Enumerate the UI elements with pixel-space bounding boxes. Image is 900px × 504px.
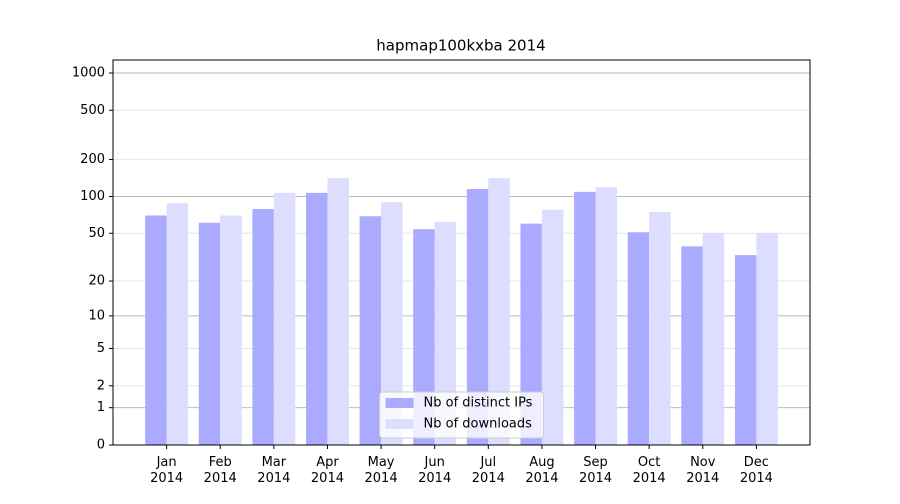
bar	[166, 203, 189, 445]
y-tick-label: 1000	[72, 65, 105, 80]
y-tick-label: 500	[80, 103, 105, 118]
bar	[734, 255, 757, 445]
x-tick-year: 2014	[525, 471, 558, 486]
bar	[381, 202, 403, 445]
x-tick-month: Oct	[638, 455, 660, 470]
y-tick-label: 100	[80, 189, 105, 204]
x-tick-label: Sep 2014	[579, 455, 612, 486]
x-tick-month: May	[368, 455, 395, 470]
bar	[145, 215, 167, 445]
x-tick-year: 2014	[365, 471, 398, 486]
x-tick-label: Jul 2014	[472, 455, 505, 486]
x-tick-label: Jun 2014	[418, 455, 451, 486]
bar	[756, 233, 778, 445]
chart-title: hapmap100kxba 2014	[376, 37, 545, 55]
x-tick-year: 2014	[311, 471, 344, 486]
x-tick-year: 2014	[418, 471, 451, 486]
x-tick-year: 2014	[740, 471, 773, 486]
x-tick-year: 2014	[579, 471, 612, 486]
legend-box	[379, 391, 544, 439]
x-tick-label: May 2014	[365, 455, 398, 486]
x-tick-label: Nov 2014	[686, 455, 719, 486]
bar	[649, 211, 671, 445]
y-tick-label: 1	[97, 400, 105, 415]
bar	[574, 191, 596, 445]
x-tick-month: Jun	[424, 455, 445, 470]
y-tick-label: 10	[88, 308, 105, 323]
x-tick-month: Jan	[156, 455, 177, 470]
x-tick-label: Feb 2014	[204, 455, 237, 486]
bar	[434, 221, 457, 445]
y-tick-label: 200	[80, 152, 105, 167]
y-tick-label: 20	[88, 274, 105, 289]
x-tick-label: Aug 2014	[525, 455, 558, 486]
bar	[252, 209, 274, 445]
x-tick-month: Dec	[744, 455, 769, 470]
bar	[595, 187, 617, 445]
bar	[681, 246, 703, 445]
legend-swatch	[385, 419, 414, 429]
y-tick-label: 2	[97, 378, 105, 393]
y-tick-label: 0	[97, 438, 105, 453]
x-tick-month: Nov	[690, 455, 716, 470]
bar	[306, 192, 328, 445]
x-tick-year: 2014	[204, 471, 237, 486]
bar	[359, 216, 382, 445]
bar	[520, 223, 542, 445]
bar	[413, 229, 435, 445]
x-tick-month: Mar	[262, 455, 287, 470]
bar	[198, 222, 221, 445]
x-tick-label: Apr 2014	[311, 455, 344, 486]
bar	[702, 233, 725, 445]
legend-swatch	[385, 398, 414, 408]
x-tick-month: Sep	[583, 455, 608, 470]
x-tick-label: Oct 2014	[633, 455, 666, 486]
x-tick-label: Mar 2014	[257, 455, 290, 486]
bar	[488, 178, 510, 446]
x-tick-month: Jul	[479, 455, 496, 470]
x-tick-month: Aug	[529, 455, 554, 470]
x-tick-month: Apr	[316, 455, 339, 470]
bar	[220, 215, 242, 445]
bar	[541, 209, 564, 445]
x-tick-year: 2014	[633, 471, 666, 486]
x-tick-year: 2014	[686, 471, 719, 486]
bar	[273, 192, 296, 445]
x-tick-month: Feb	[209, 455, 232, 470]
legend-label: Nb of downloads	[424, 417, 533, 432]
x-tick-year: 2014	[150, 471, 183, 486]
bar	[327, 178, 349, 446]
legend-label: Nb of distinct IPs	[424, 396, 533, 411]
plot-frame	[112, 59, 811, 446]
y-tick-label: 50	[88, 226, 105, 241]
y-tick-label: 5	[97, 341, 105, 356]
x-tick-year: 2014	[257, 471, 290, 486]
bar	[627, 232, 650, 445]
x-tick-year: 2014	[472, 471, 505, 486]
x-tick-label: Dec 2014	[740, 455, 773, 486]
x-tick-label: Jan 2014	[150, 455, 183, 486]
bar	[466, 189, 489, 445]
